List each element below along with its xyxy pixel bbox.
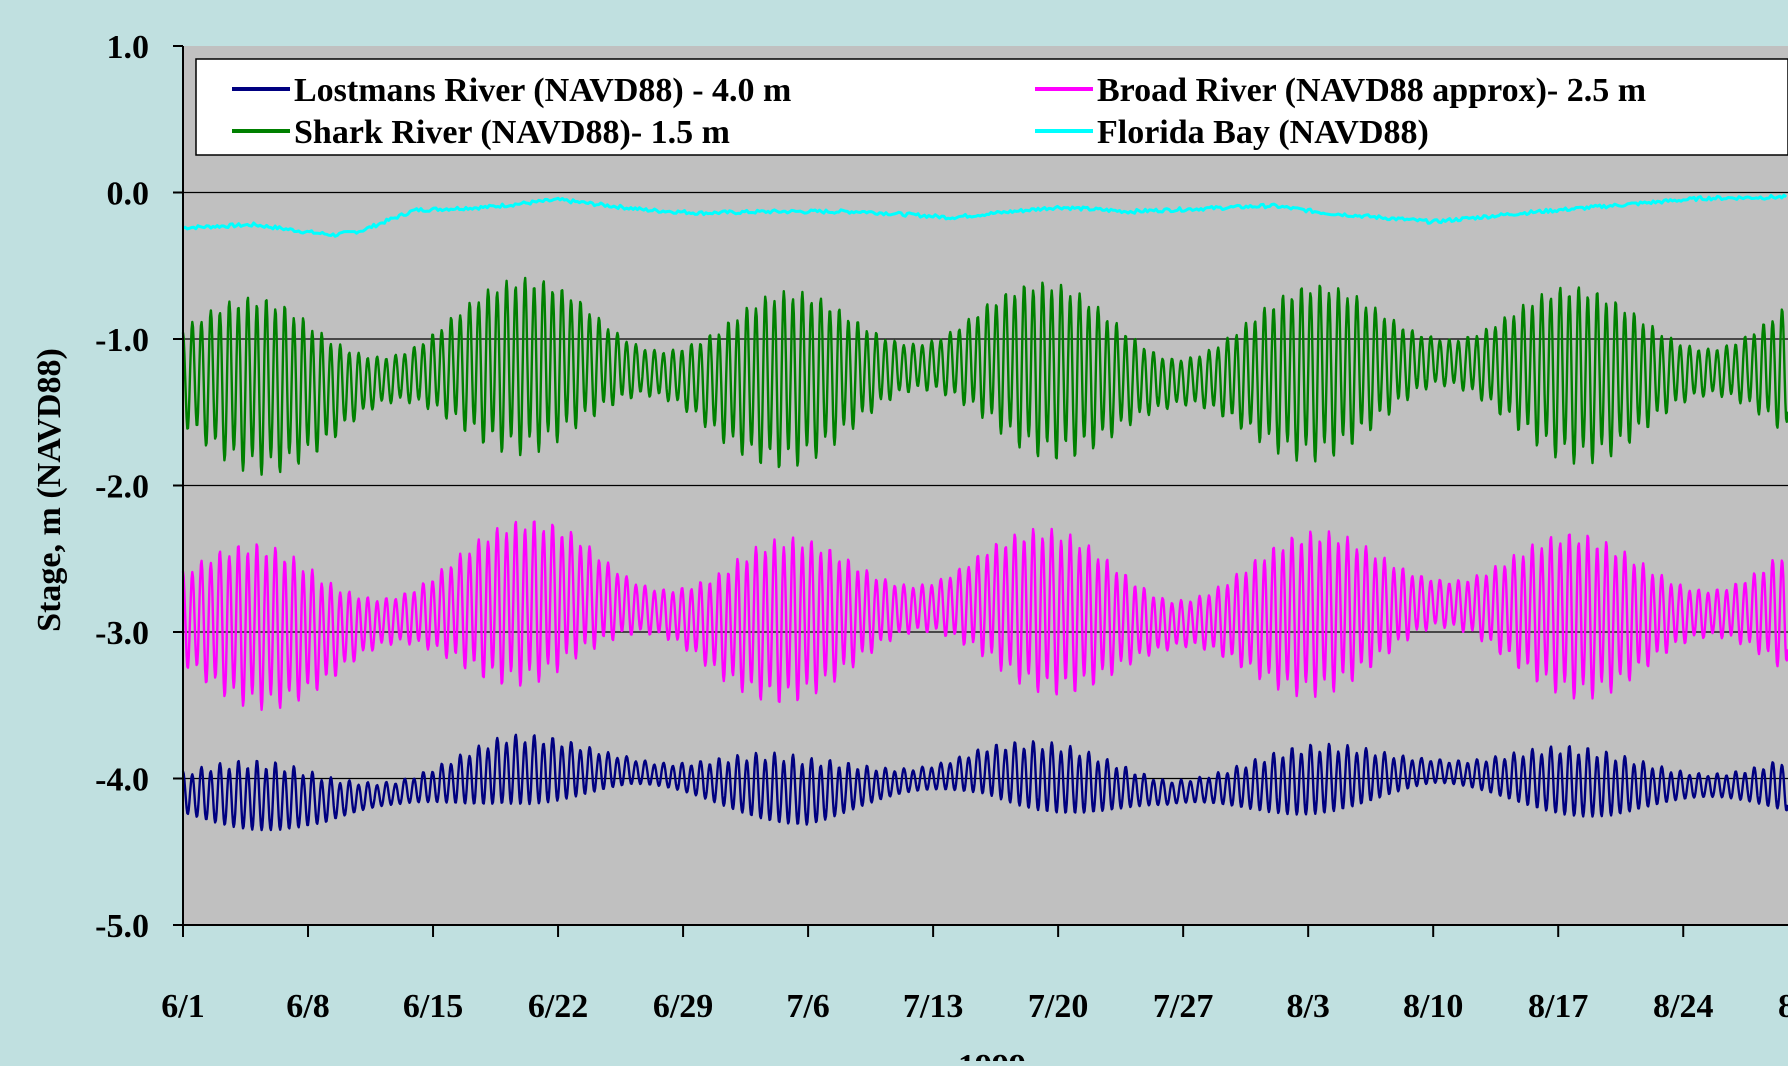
x-axis-label: 1999: [958, 1048, 1026, 1061]
legend-entry: Florida Bay (NAVD88): [1097, 114, 1429, 151]
x-tick-label: 8/17: [1528, 988, 1588, 1025]
x-tick-label: 6/8: [286, 988, 329, 1025]
x-tick-label: 8/31: [1778, 988, 1788, 1025]
y-axis-label: Stage, m (NAVD88): [31, 348, 68, 632]
series-line-1: [181, 520, 1788, 711]
y-tick-label: -4.0: [95, 762, 149, 799]
y-tick-label: -3.0: [95, 615, 149, 652]
x-tick-label: 6/1: [161, 988, 204, 1025]
series-line-3: [182, 193, 1788, 238]
legend-entry: Shark River (NAVD88)- 1.5 m: [294, 114, 730, 151]
x-tick-label: 7/20: [1028, 988, 1088, 1025]
legend-entry: Lostmans River (NAVD88) - 4.0 m: [294, 72, 791, 109]
x-tick-label: 6/22: [528, 988, 588, 1025]
y-tick-label: 0.0: [107, 176, 150, 213]
legend-box: [195, 58, 1788, 156]
y-tick-label: -2.0: [95, 469, 149, 506]
x-tick-label: 8/10: [1403, 988, 1463, 1025]
series-line-2: [181, 276, 1788, 476]
x-tick-label: 8/24: [1653, 988, 1713, 1025]
x-tick-label: 7/27: [1153, 988, 1213, 1025]
x-tick-label: 6/15: [403, 988, 463, 1025]
y-tick-label: -5.0: [95, 908, 149, 945]
x-tick-label: 8/3: [1286, 988, 1329, 1025]
series-line-0: [181, 733, 1788, 832]
x-tick-label: 7/13: [903, 988, 963, 1025]
x-tick-label: 6/29: [653, 988, 713, 1025]
y-tick-label: 1.0: [107, 29, 150, 66]
x-tick-label: 7/6: [786, 988, 829, 1025]
y-tick-label: -1.0: [95, 322, 149, 359]
legend-entry: Broad River (NAVD88 approx)- 2.5 m: [1097, 72, 1646, 109]
